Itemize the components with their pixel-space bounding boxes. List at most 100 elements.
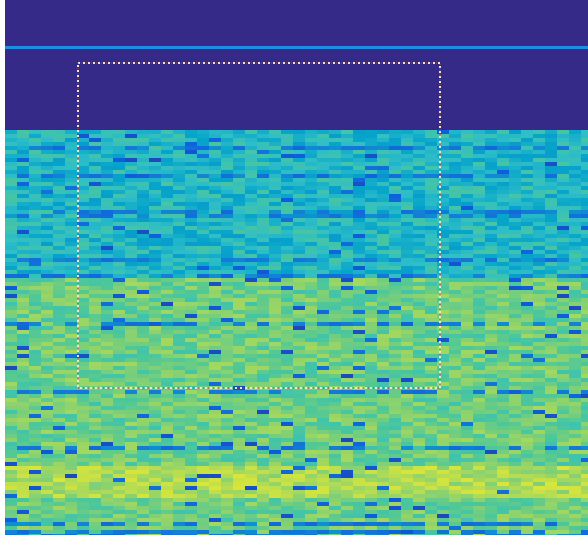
heatmap-cell <box>161 182 173 186</box>
heatmap-cell <box>341 278 353 282</box>
heatmap-cell <box>17 366 29 370</box>
heatmap-cell <box>161 478 173 482</box>
heatmap-cell <box>221 322 233 326</box>
heatmap-cell <box>137 138 149 142</box>
heatmap-cell <box>497 442 509 446</box>
heatmap-cell <box>569 442 581 446</box>
heatmap-cell <box>17 278 29 282</box>
heatmap-cell <box>233 290 245 294</box>
heatmap-cell <box>353 422 365 426</box>
heatmap-cell <box>17 170 29 174</box>
heatmap-cell <box>269 362 281 366</box>
heatmap-cell <box>581 490 588 494</box>
heatmap-cell <box>293 222 305 226</box>
heatmap-cell <box>569 282 581 286</box>
heatmap-cell <box>305 454 317 458</box>
heatmap-cell <box>329 222 341 226</box>
heatmap-cell <box>281 294 293 298</box>
heatmap-cell <box>101 278 113 282</box>
heatmap-cell <box>257 466 269 470</box>
heatmap-cell <box>185 474 197 478</box>
heatmap-cell <box>185 250 197 254</box>
heatmap-cell <box>185 190 197 194</box>
heatmap-cell <box>137 462 149 466</box>
heatmap-cell <box>509 434 521 438</box>
heatmap-cell <box>53 434 65 438</box>
heatmap-cell <box>449 238 461 242</box>
heatmap-cell <box>29 462 41 466</box>
heatmap-cell <box>437 158 449 162</box>
heatmap-cell <box>545 510 557 514</box>
heatmap-cell <box>65 366 77 370</box>
heatmap-cell <box>473 242 485 246</box>
heatmap-cell <box>197 214 209 218</box>
heatmap-cell <box>533 178 545 182</box>
heatmap-cell <box>125 262 137 266</box>
heatmap-cell <box>173 334 185 338</box>
heatmap-cell <box>425 438 437 442</box>
heatmap-cell <box>173 226 185 230</box>
heatmap-cell <box>485 166 497 170</box>
heatmap-cell <box>389 510 401 514</box>
heatmap-cell <box>53 498 65 502</box>
heatmap-cell <box>509 530 521 534</box>
heatmap-cell <box>137 398 149 402</box>
heatmap-cell <box>197 358 209 362</box>
heatmap-cell <box>125 242 137 246</box>
heatmap-cell <box>317 298 329 302</box>
heatmap-cell <box>377 222 389 226</box>
heatmap-cell <box>209 354 221 358</box>
heatmap-cell <box>353 314 365 318</box>
heatmap-cell <box>221 150 233 154</box>
heatmap-cell <box>389 210 401 214</box>
heatmap-cell <box>389 134 401 138</box>
heatmap-cell <box>185 430 197 434</box>
heatmap-cell <box>185 370 197 374</box>
heatmap-cell <box>137 370 149 374</box>
heatmap-cell <box>557 302 569 306</box>
heatmap-cell <box>473 390 485 394</box>
heatmap-cell <box>521 442 533 446</box>
heatmap-cell <box>149 330 161 334</box>
heatmap-cell <box>125 198 137 202</box>
heatmap-cell <box>569 506 581 510</box>
heatmap-cell <box>437 334 449 338</box>
heatmap-cell <box>209 482 221 486</box>
heatmap-cell <box>53 206 65 210</box>
heatmap-cell <box>353 174 365 178</box>
heatmap-cell <box>293 314 305 318</box>
heatmap-cell <box>449 178 461 182</box>
heatmap-cell <box>221 342 233 346</box>
heatmap-cell <box>53 218 65 222</box>
heatmap-cell <box>377 382 389 386</box>
heatmap-cell <box>353 130 365 134</box>
heatmap-cell <box>77 138 89 142</box>
heatmap-cell <box>533 330 545 334</box>
heatmap-cell <box>89 194 101 198</box>
heatmap-cell <box>521 166 533 170</box>
heatmap-cell <box>569 326 581 330</box>
heatmap-cell <box>101 154 113 158</box>
heatmap-cell <box>353 194 365 198</box>
heatmap-cell <box>161 374 173 378</box>
heatmap-cell <box>161 254 173 258</box>
heatmap-cell <box>389 178 401 182</box>
heatmap-cell <box>185 466 197 470</box>
heatmap-cell <box>233 434 245 438</box>
heatmap-cell <box>245 298 257 302</box>
heatmap-cell <box>125 194 137 198</box>
heatmap-cell <box>77 458 89 462</box>
heatmap-cell <box>485 162 497 166</box>
heatmap-cell <box>197 334 209 338</box>
heatmap-cell <box>353 458 365 462</box>
heatmap-cell <box>161 282 173 286</box>
heatmap-cell <box>533 158 545 162</box>
heatmap-cell <box>521 238 533 242</box>
heatmap-cell <box>485 526 497 530</box>
heatmap-cell <box>449 486 461 490</box>
heatmap-cell <box>461 466 473 470</box>
heatmap-cell <box>353 182 365 186</box>
heatmap-cell <box>341 474 353 478</box>
heatmap-cell <box>317 310 329 314</box>
heatmap-cell <box>269 250 281 254</box>
